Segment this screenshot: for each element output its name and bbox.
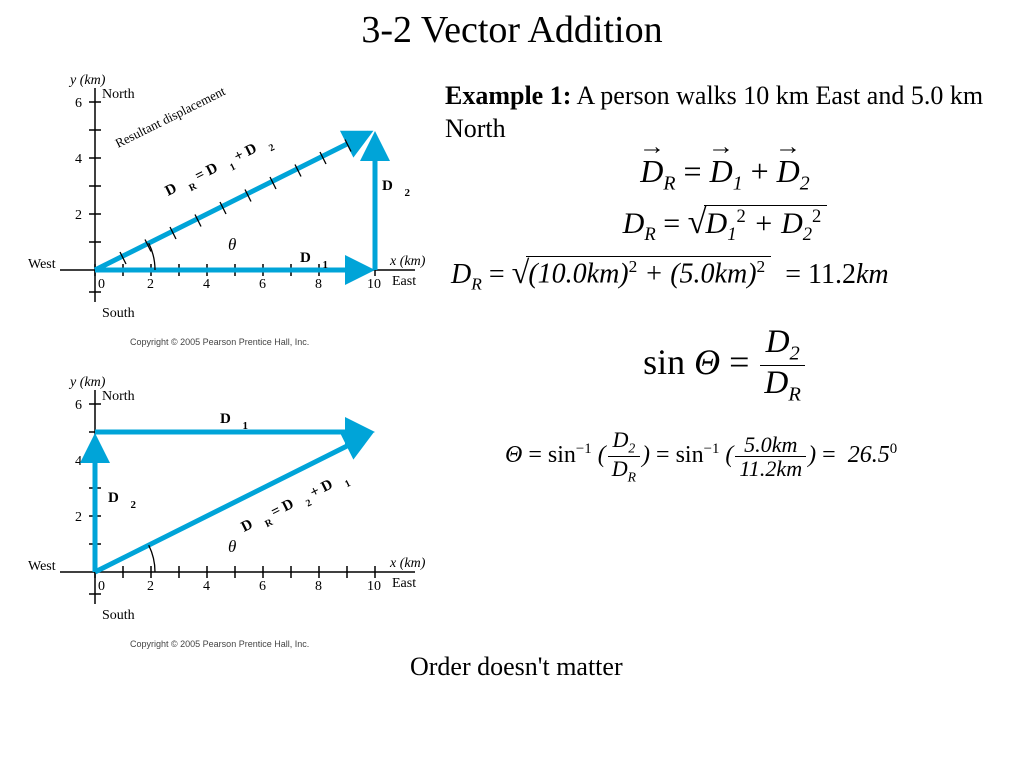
- svg-text:6: 6: [75, 398, 82, 413]
- svg-text:D⃗R = D⃗2 + D⃗1: D⃗R = D⃗2 + D⃗1: [239, 469, 353, 539]
- svg-text:East: East: [392, 576, 416, 591]
- svg-text:South: South: [102, 306, 135, 321]
- svg-text:D⃗2: D⃗2: [108, 490, 137, 511]
- svg-text:D⃗2: D⃗2: [382, 178, 411, 199]
- svg-text:0: 0: [98, 579, 105, 594]
- x-axis-label: x (km): [389, 254, 426, 269]
- svg-text:West: West: [28, 257, 56, 272]
- svg-text:y (km): y (km): [68, 375, 106, 390]
- svg-text:10: 10: [367, 579, 381, 594]
- y-axis-label: y (km): [68, 73, 106, 88]
- svg-text:2: 2: [75, 208, 82, 223]
- eq-3: DR = √(10.0km)2 + (5.0km)2 = 11.2km: [445, 256, 1005, 295]
- left-column: 0 2 4 6 8 10 2 4 6 y (km) x (km) North S…: [20, 70, 440, 649]
- eq-4: sin Θ = D2 DR: [445, 325, 1005, 406]
- eq-2: DR = √D12 + D22: [445, 205, 1005, 246]
- right-column: Example 1: A person walks 10 km East and…: [445, 80, 1005, 495]
- svg-text:8: 8: [315, 277, 322, 292]
- svg-text:4: 4: [75, 152, 82, 167]
- svg-text:D⃗1: D⃗1: [220, 411, 248, 432]
- svg-text:8: 8: [315, 579, 322, 594]
- page-title: 3-2 Vector Addition: [0, 0, 1024, 52]
- svg-text:4: 4: [203, 579, 210, 594]
- svg-text:10: 10: [367, 277, 381, 292]
- svg-text:θ: θ: [228, 537, 236, 556]
- example-label: Example 1:: [445, 81, 571, 110]
- svg-text:East: East: [392, 274, 416, 289]
- svg-text:4: 4: [75, 454, 82, 469]
- copyright-2: Copyright © 2005 Pearson Prentice Hall, …: [130, 639, 440, 649]
- diagram-2: 0 2 4 6 8 10 2 4 6 y (km) x (km) North S…: [20, 372, 440, 649]
- eq-1: DR = D1 + D2: [445, 153, 1005, 195]
- svg-text:D⃗R = D⃗1 + D⃗2: D⃗R = D⃗1 + D⃗2: [163, 133, 277, 203]
- svg-text:0: 0: [98, 277, 105, 292]
- svg-text:West: West: [28, 559, 56, 574]
- svg-text:2: 2: [147, 277, 154, 292]
- svg-text:θ: θ: [228, 235, 236, 254]
- svg-text:x (km): x (km): [389, 556, 426, 571]
- diagram-1: 0 2 4 6 8 10 2 4 6 y (km) x (km) North S…: [20, 70, 440, 347]
- svg-text:4: 4: [203, 277, 210, 292]
- svg-text:North: North: [102, 87, 135, 102]
- svg-text:North: North: [102, 389, 135, 404]
- svg-text:6: 6: [75, 96, 82, 111]
- copyright-1: Copyright © 2005 Pearson Prentice Hall, …: [130, 337, 440, 347]
- svg-text:2: 2: [147, 579, 154, 594]
- svg-text:6: 6: [259, 579, 266, 594]
- eq-5: Θ = sin−1 ( D2 DR ) = sin−1 ( 5.0km 11.2…: [445, 428, 1005, 485]
- svg-text:6: 6: [259, 277, 266, 292]
- svg-text:2: 2: [75, 510, 82, 525]
- svg-text:South: South: [102, 608, 135, 623]
- order-note: Order doesn't matter: [410, 652, 623, 682]
